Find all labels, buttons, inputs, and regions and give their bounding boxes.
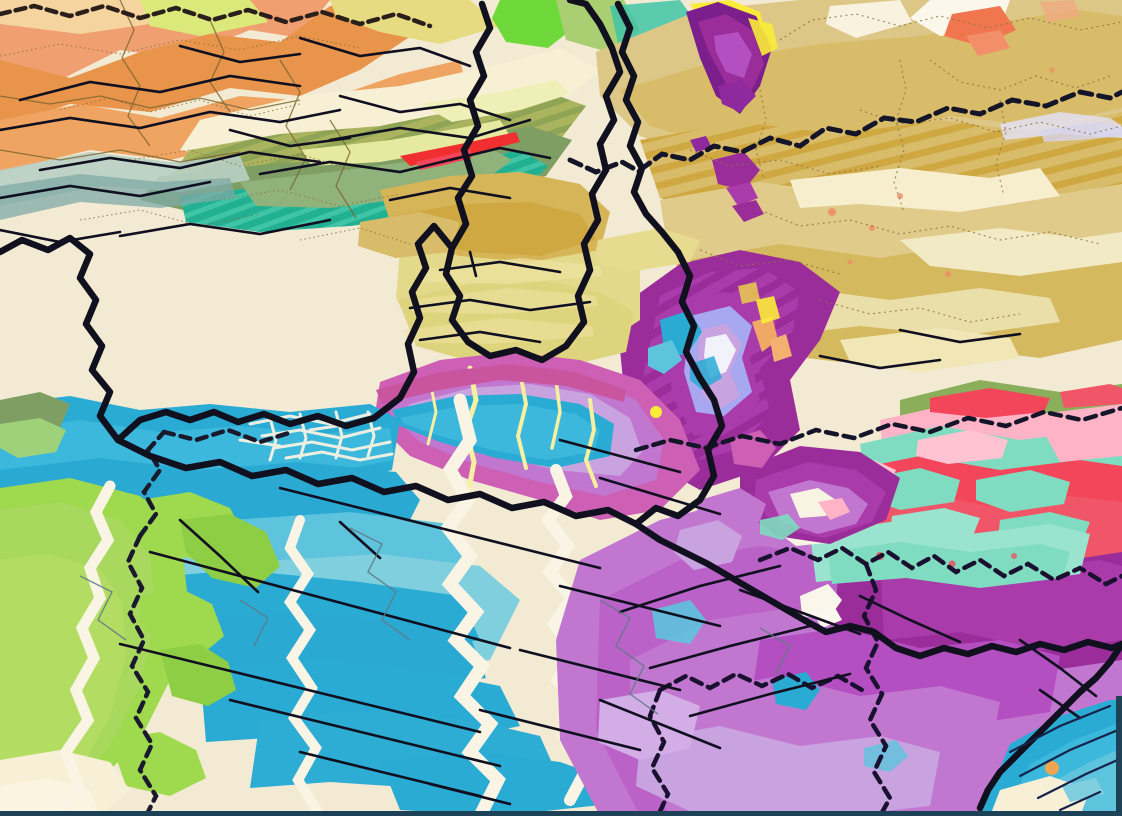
admin-boundary-se-west: [647, 687, 671, 816]
unit-group-central-plain: [358, 172, 640, 368]
admin-boundary-nw: [0, 3, 433, 29]
admin-boundary-ne: [637, 89, 1122, 173]
admin-boundary-ne-west: [567, 157, 643, 175]
unit-group-junction: [674, 430, 900, 628]
drainage-nw: [0, 0, 357, 219]
fault-traces-se-fan: [1008, 704, 1122, 812]
admin-boundary-sw-north: [137, 429, 167, 539]
admin-boundary-se-north: [757, 545, 1122, 587]
unit-pale-central: [594, 228, 700, 272]
admin-boundary-sw-east: [161, 427, 295, 445]
unit-group-alkaline-intrusion: [686, 0, 778, 222]
unit-quaternary-loess-north: [492, 0, 576, 48]
province-boundaries-ne: [689, 13, 1122, 323]
viewport-edge-right: [1116, 696, 1122, 816]
unit-mafic-dyke: [400, 132, 520, 166]
province-boundaries-nw: [0, 35, 411, 245]
fault-traces: [0, 36, 1098, 806]
status-bar: [0, 811, 1122, 816]
unit-group-archean-massif: [620, 250, 840, 490]
admin-boundary-sw: [125, 533, 159, 816]
unit-group-quaternary-loess: [0, 392, 280, 816]
admin-boundary-se-east: [861, 561, 893, 816]
minor-admin-traces: [79, 527, 791, 715]
